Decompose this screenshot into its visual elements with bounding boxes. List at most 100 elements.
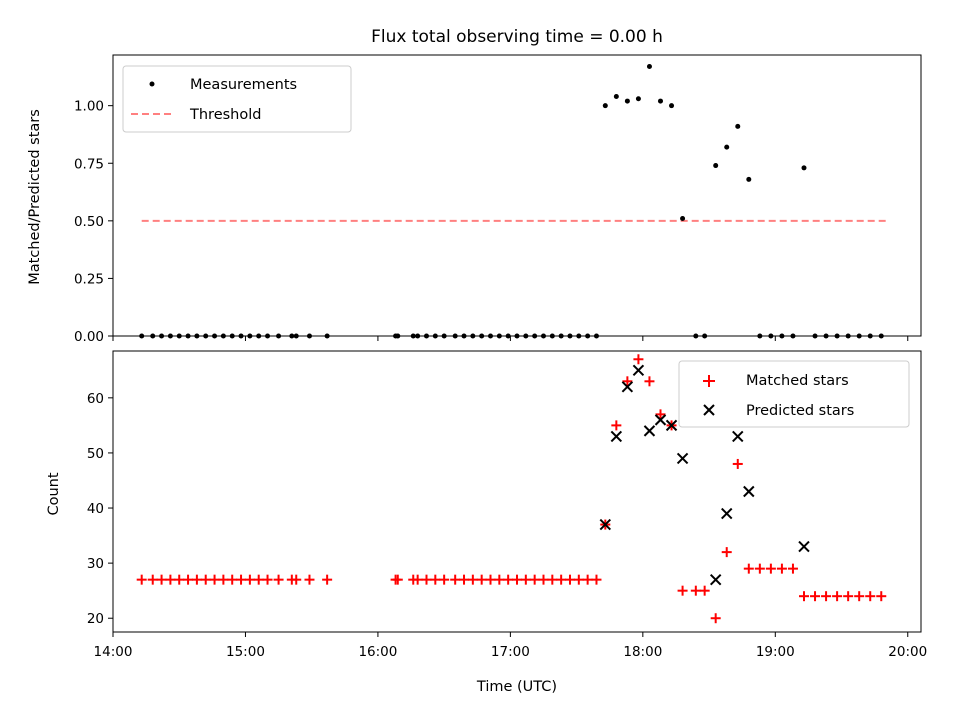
measurement-point — [624, 98, 630, 104]
predicted-star-point — [665, 419, 678, 432]
matched-star-point — [450, 574, 461, 585]
measurement-point — [801, 165, 807, 171]
predicted-star-point — [610, 430, 623, 443]
matched-star-point — [262, 574, 273, 585]
measurement-point — [724, 144, 730, 150]
matched-star-point — [710, 613, 721, 624]
top-y-tick-label: 0.75 — [74, 156, 104, 172]
matched-star-point — [876, 591, 887, 602]
matched-star-point — [677, 585, 688, 596]
measurement-point — [680, 216, 686, 222]
matched-star-point — [538, 574, 549, 585]
matched-star-point — [787, 563, 798, 574]
bottom-x-tick-label: 17:00 — [491, 644, 530, 660]
matched-star-point — [810, 591, 821, 602]
matched-star-point — [209, 574, 220, 585]
matched-star-point — [476, 574, 487, 585]
predicted-star-point — [654, 414, 667, 426]
bottom-y-axis-label: Count — [46, 472, 62, 515]
matched-star-point — [721, 547, 732, 558]
matched-star-point — [611, 420, 622, 431]
bottom-y-tick-label: 50 — [87, 446, 104, 462]
matched-star-point — [573, 574, 584, 585]
matched-star-point — [547, 574, 558, 585]
ratio-panel: Flux total observing time = 0.00 h Match… — [27, 27, 922, 345]
legend-label-matched: Matched stars — [746, 373, 849, 389]
x-axis-label: Time (UTC) — [476, 679, 557, 695]
matched-star-point — [732, 458, 743, 469]
bottom-plot-marks — [136, 354, 887, 624]
matched-star-point — [227, 574, 238, 585]
matched-star-point — [392, 574, 403, 585]
matched-star-point — [832, 591, 843, 602]
predicted-marker-b — [599, 518, 612, 531]
predicted-marker-b — [721, 507, 733, 520]
matched-star-point — [843, 591, 854, 602]
matched-star-point — [191, 574, 202, 585]
measurement-point — [713, 163, 719, 169]
matched-star-point — [503, 574, 514, 585]
predicted-marker-b — [621, 381, 634, 393]
matched-star-point — [147, 574, 158, 585]
matched-star-point — [273, 574, 284, 585]
predicted-marker-b — [798, 540, 810, 553]
matched-star-point — [765, 563, 776, 574]
predicted-marker-b — [676, 452, 689, 465]
matched-star-point — [633, 354, 644, 365]
bottom-y-tick-label: 30 — [87, 556, 104, 572]
predicted-marker-b — [610, 430, 623, 443]
top-y-axis-label: Matched/Predicted stars — [27, 109, 43, 285]
matched-star-point — [529, 574, 540, 585]
top-y-ticks: 0.00 0.25 0.50 0.75 1.00 — [74, 99, 113, 345]
measurement-point — [613, 93, 619, 99]
top-y-tick-label: 0.50 — [74, 214, 104, 230]
matched-star-point — [798, 591, 809, 602]
matched-star-point — [218, 574, 229, 585]
matched-star-point — [865, 591, 876, 602]
measurement-point — [735, 123, 741, 129]
measurement-point — [657, 98, 663, 104]
predicted-marker-b — [743, 485, 755, 498]
predicted-marker-b — [732, 430, 744, 443]
matched-star-point — [430, 574, 441, 585]
bottom-y-tick-label: 20 — [87, 611, 104, 627]
legend-marker-matched — [703, 375, 715, 387]
matched-star-point — [494, 574, 505, 585]
top-plot-frame — [112, 54, 922, 337]
measurement-point — [635, 96, 641, 102]
matched-star-point — [200, 574, 211, 585]
matched-star-point — [304, 574, 315, 585]
matched-star-point — [556, 574, 567, 585]
bottom-y-tick-label: 60 — [87, 391, 104, 407]
bottom-y-ticks: 20 30 40 50 60 — [87, 391, 113, 627]
bottom-plot-frame — [112, 350, 922, 633]
predicted-star-point — [632, 364, 645, 376]
predicted-star-point — [732, 430, 744, 443]
matched-star-point — [421, 574, 432, 585]
matched-star-point — [485, 574, 496, 585]
matched-star-point — [174, 574, 185, 585]
matched-star-point — [854, 591, 865, 602]
matched-star-point — [253, 574, 264, 585]
matched-star-point — [459, 574, 470, 585]
top-y-tick-label: 1.00 — [74, 99, 104, 115]
matched-star-point — [156, 574, 167, 585]
bottom-x-tick-label: 18:00 — [623, 644, 662, 660]
predicted-marker-b — [654, 414, 667, 426]
matched-star-point — [322, 574, 333, 585]
matched-star-point — [291, 574, 302, 585]
matched-star-point — [644, 376, 655, 387]
predicted-marker-b — [643, 425, 656, 437]
bottom-x-tick-label: 14:00 — [94, 644, 133, 660]
predicted-star-point — [721, 507, 733, 520]
measurement-point — [646, 64, 652, 70]
bottom-legend: Matched stars Predicted stars — [678, 360, 910, 428]
bottom-x-tick-label: 15:00 — [226, 644, 265, 660]
matched-star-point — [244, 574, 255, 585]
predicted-star-point — [643, 425, 656, 437]
predicted-star-point — [621, 381, 634, 393]
measurement-point — [746, 176, 752, 182]
matched-star-point — [512, 574, 522, 585]
matched-star-point — [690, 585, 701, 596]
